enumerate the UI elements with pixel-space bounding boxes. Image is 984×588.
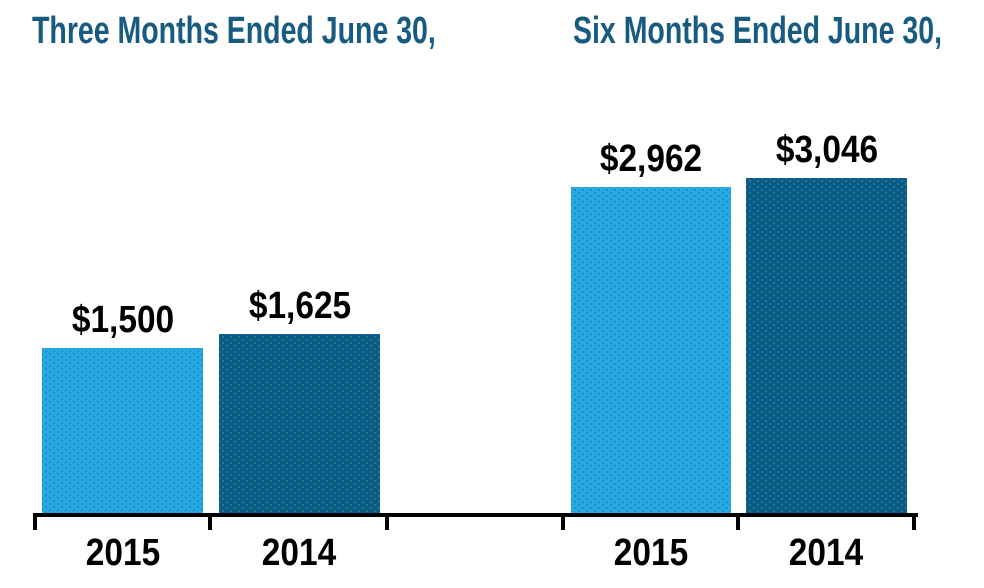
bar-2015-group1 xyxy=(42,348,203,513)
category-label: 2015 xyxy=(613,532,688,574)
bar-2014-group2 xyxy=(746,178,907,513)
value-label: $2,962 xyxy=(599,138,703,180)
group-title-three-months: Three Months Ended June 30, xyxy=(32,10,436,52)
value-label: $1,625 xyxy=(248,285,351,327)
x-axis-tick xyxy=(208,513,212,530)
x-axis-tick xyxy=(912,513,916,530)
x-axis-line xyxy=(33,513,918,517)
bar-2014-group1 xyxy=(219,334,380,513)
value-label: $3,046 xyxy=(775,129,878,171)
category-label: 2015 xyxy=(85,532,160,574)
x-axis-tick xyxy=(385,513,389,530)
x-axis-tick xyxy=(736,513,740,530)
group-title-six-months: Six Months Ended June 30, xyxy=(573,10,942,52)
x-axis-tick xyxy=(33,513,37,530)
value-label: $1,500 xyxy=(71,299,174,341)
bar-2015-group2 xyxy=(571,187,731,513)
category-label: 2014 xyxy=(261,532,336,574)
category-label: 2014 xyxy=(788,532,864,574)
x-axis-tick xyxy=(561,513,565,530)
